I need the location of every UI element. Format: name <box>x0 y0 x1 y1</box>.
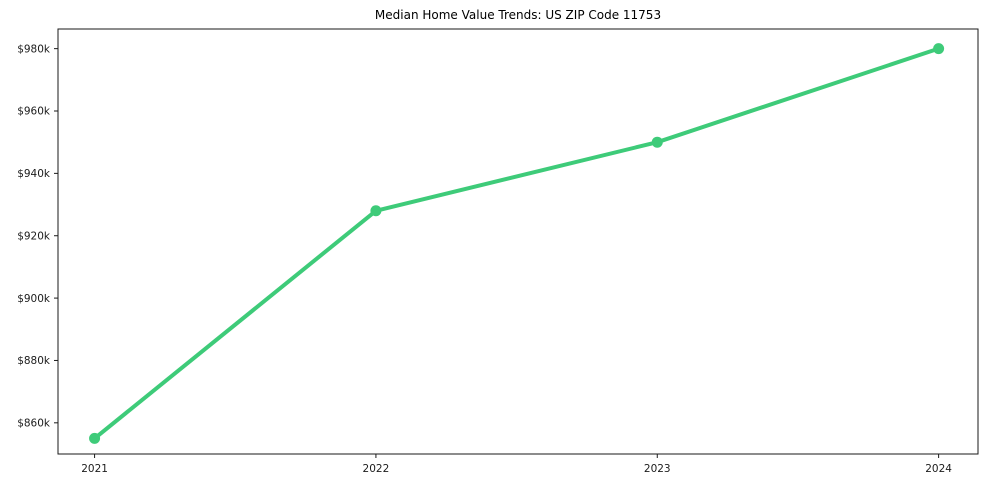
x-tick-label: 2022 <box>363 463 390 475</box>
y-tick-label: $860k <box>17 417 51 429</box>
y-tick-label: $980k <box>17 43 51 55</box>
y-tick-label: $960k <box>17 106 51 118</box>
data-point-2022 <box>370 205 382 217</box>
x-tick-label: 2024 <box>925 463 952 475</box>
data-point-2024 <box>933 43 945 55</box>
y-tick-label: $900k <box>17 293 51 305</box>
y-tick-label: $920k <box>17 230 51 242</box>
x-tick-label: 2021 <box>81 463 108 475</box>
chart-title: Median Home Value Trends: US ZIP Code 11… <box>374 8 662 22</box>
trend-line <box>92 46 941 441</box>
data-point-2023 <box>651 136 663 148</box>
y-tick-label: $880k <box>17 355 51 367</box>
plot-border <box>57 28 979 455</box>
x-tick-label: 2023 <box>644 463 671 475</box>
y-tick-label: $940k <box>17 168 51 180</box>
data-point-2021 <box>89 432 101 444</box>
